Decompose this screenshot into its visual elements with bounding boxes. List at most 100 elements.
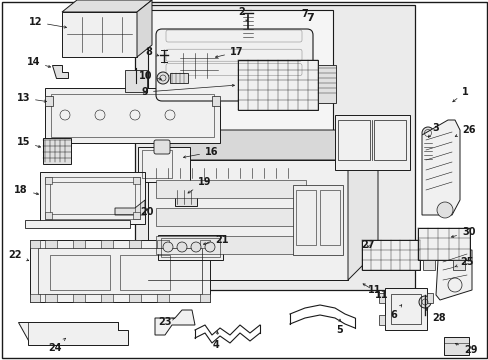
Polygon shape xyxy=(347,130,377,280)
Bar xyxy=(384,288,426,330)
Text: 9: 9 xyxy=(141,84,234,97)
Bar xyxy=(45,177,140,219)
Bar xyxy=(120,255,170,290)
Bar xyxy=(73,240,85,248)
Text: 23: 23 xyxy=(158,317,174,327)
Text: 17: 17 xyxy=(215,47,243,58)
Text: 26: 26 xyxy=(454,125,474,136)
Polygon shape xyxy=(223,36,235,83)
Text: 13: 13 xyxy=(17,93,46,103)
Bar xyxy=(129,294,141,302)
Bar xyxy=(212,96,220,106)
Bar xyxy=(40,172,145,224)
Polygon shape xyxy=(137,0,152,57)
Bar xyxy=(157,294,169,302)
Bar xyxy=(62,12,137,57)
Bar xyxy=(45,96,53,106)
Bar xyxy=(45,88,220,143)
Bar xyxy=(334,115,409,170)
Text: 4: 4 xyxy=(212,332,219,350)
Bar xyxy=(426,293,432,303)
Text: 12: 12 xyxy=(28,17,66,28)
Bar xyxy=(373,120,405,160)
Text: 1: 1 xyxy=(452,87,468,102)
Bar xyxy=(158,235,223,260)
Bar xyxy=(417,228,469,260)
Text: 29: 29 xyxy=(454,343,476,355)
Circle shape xyxy=(421,127,433,139)
Text: 6: 6 xyxy=(389,305,401,320)
Polygon shape xyxy=(175,36,235,48)
Bar xyxy=(443,337,468,355)
Bar xyxy=(50,255,110,290)
Bar xyxy=(319,190,339,245)
Bar xyxy=(50,182,135,214)
Bar xyxy=(135,5,414,290)
Bar xyxy=(73,294,85,302)
Text: 25: 25 xyxy=(454,257,472,267)
Circle shape xyxy=(418,296,430,308)
Circle shape xyxy=(163,242,173,252)
Text: 19: 19 xyxy=(187,177,211,193)
Text: 7: 7 xyxy=(301,9,308,19)
Polygon shape xyxy=(155,310,195,335)
Bar xyxy=(238,60,317,110)
Bar xyxy=(101,294,113,302)
Polygon shape xyxy=(115,200,145,215)
Bar xyxy=(30,240,209,302)
Bar xyxy=(361,240,419,270)
Bar xyxy=(148,160,347,280)
Bar xyxy=(422,260,434,270)
Polygon shape xyxy=(435,250,471,300)
Bar xyxy=(101,240,113,248)
Bar xyxy=(129,240,141,248)
Bar xyxy=(175,188,197,206)
Bar xyxy=(156,180,305,198)
Bar xyxy=(161,238,220,257)
Bar xyxy=(38,248,202,294)
Bar xyxy=(200,294,209,302)
Bar xyxy=(43,138,71,164)
Text: 20: 20 xyxy=(140,207,153,217)
Polygon shape xyxy=(421,120,459,215)
Polygon shape xyxy=(148,130,377,160)
Bar xyxy=(30,240,40,248)
Polygon shape xyxy=(18,322,128,345)
Bar xyxy=(378,315,384,325)
Bar xyxy=(156,236,305,254)
Bar xyxy=(45,212,52,219)
Bar xyxy=(138,147,190,182)
Circle shape xyxy=(177,242,186,252)
FancyBboxPatch shape xyxy=(156,29,312,101)
Polygon shape xyxy=(25,220,130,228)
Text: 28: 28 xyxy=(425,309,445,323)
Bar xyxy=(337,120,369,160)
Bar xyxy=(175,48,223,83)
Bar xyxy=(45,177,52,184)
Bar xyxy=(45,240,57,248)
Text: 18: 18 xyxy=(14,185,39,195)
Text: 14: 14 xyxy=(26,57,50,67)
Text: 10: 10 xyxy=(138,71,161,81)
Text: 21: 21 xyxy=(203,235,228,245)
Circle shape xyxy=(191,242,201,252)
Polygon shape xyxy=(62,0,152,12)
Text: 11: 11 xyxy=(367,285,381,295)
Circle shape xyxy=(204,242,215,252)
Circle shape xyxy=(157,72,169,84)
Text: 16: 16 xyxy=(183,147,218,158)
Text: 30: 30 xyxy=(450,227,474,238)
Bar xyxy=(157,240,169,248)
Text: 7: 7 xyxy=(305,13,313,23)
Bar xyxy=(170,73,187,83)
Text: 5: 5 xyxy=(336,319,343,335)
Bar xyxy=(30,294,40,302)
Bar xyxy=(148,10,332,140)
Text: 22: 22 xyxy=(8,250,29,261)
Text: 15: 15 xyxy=(17,137,41,148)
Bar xyxy=(156,208,305,226)
FancyBboxPatch shape xyxy=(154,140,170,154)
Bar xyxy=(317,65,335,103)
Text: 11: 11 xyxy=(362,284,387,300)
Polygon shape xyxy=(52,65,68,78)
